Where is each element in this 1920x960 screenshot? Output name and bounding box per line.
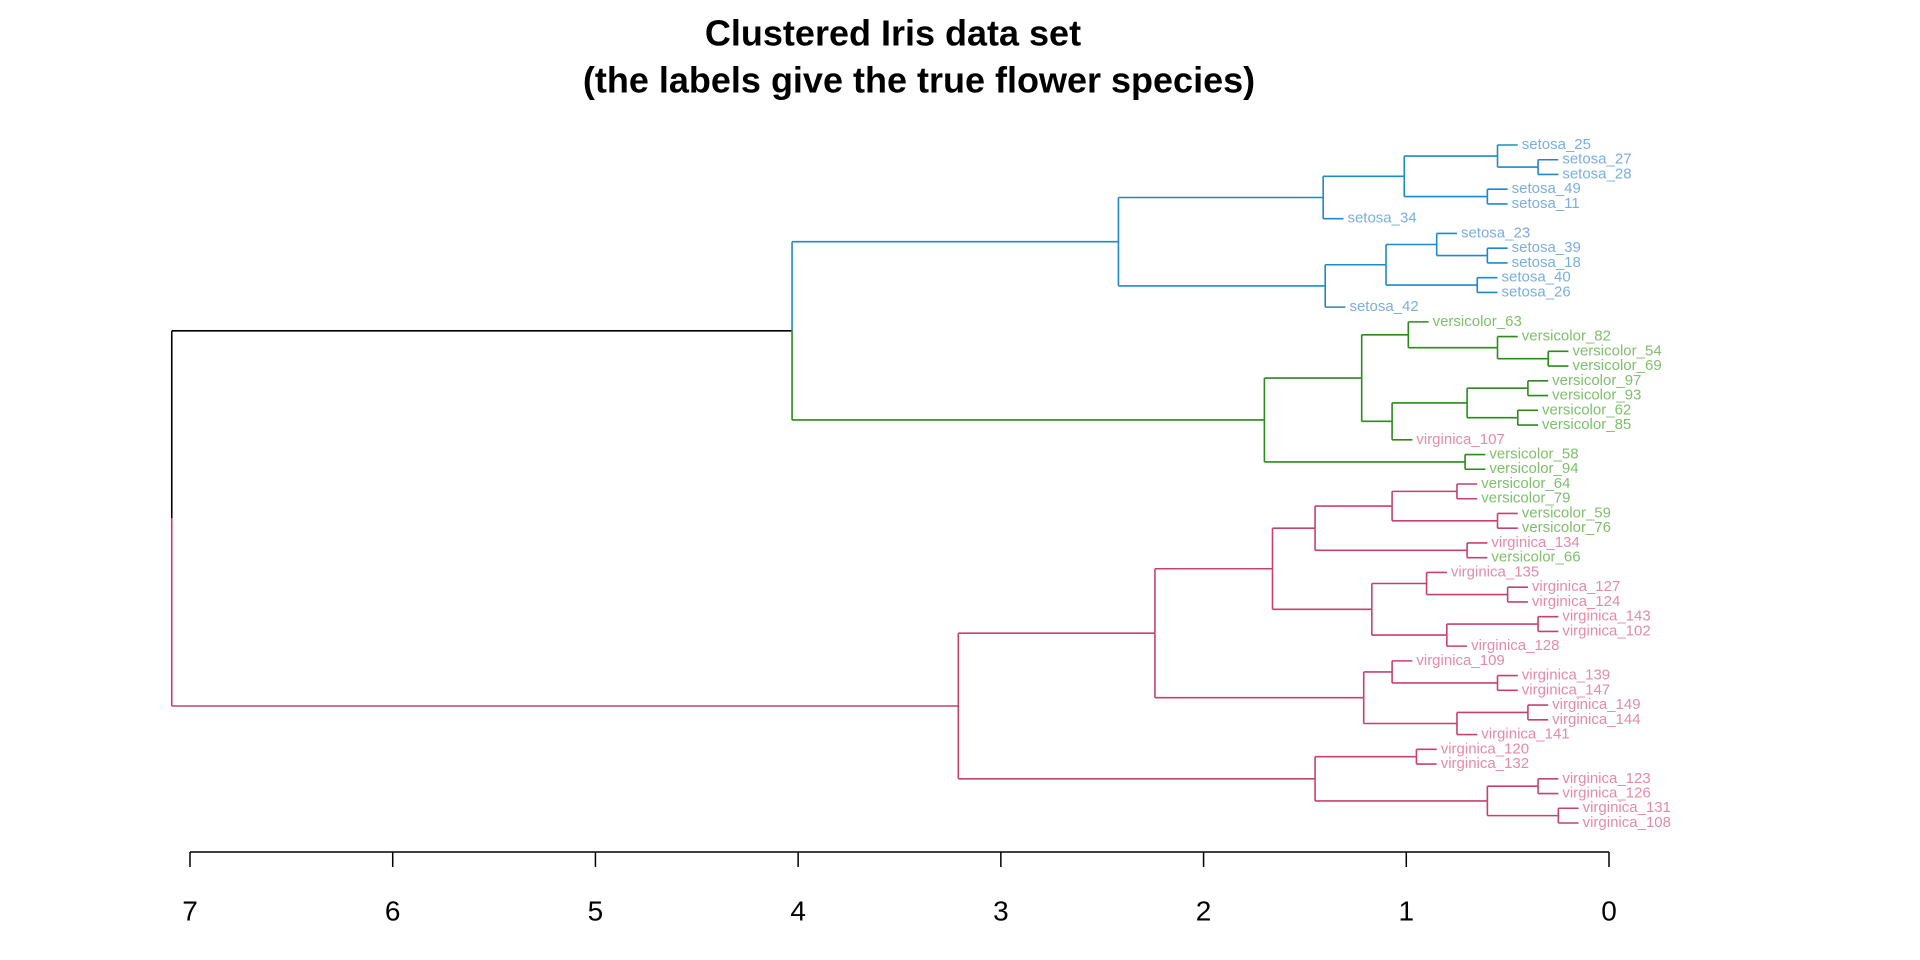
leaf-label: virginica_132 (1441, 755, 1529, 772)
leaf-label: versicolor_79 (1481, 490, 1570, 507)
leaf-label: virginica_149 (1552, 696, 1640, 713)
x-tick-label: 7 (182, 895, 198, 926)
leaf-label: versicolor_85 (1542, 416, 1631, 433)
leaf-label: virginica_102 (1562, 622, 1650, 639)
leaf-label: setosa_11 (1512, 195, 1580, 212)
leaf-label: setosa_26 (1502, 283, 1571, 300)
leaf-label: virginica_139 (1522, 667, 1610, 684)
leaf-label: versicolor_58 (1489, 445, 1578, 462)
leaf-label: setosa_39 (1512, 239, 1581, 256)
leaf-label: virginica_147 (1522, 681, 1610, 698)
leaf-label: setosa_42 (1349, 298, 1418, 315)
x-tick-label: 1 (1398, 895, 1414, 926)
leaf-label: versicolor_66 (1491, 549, 1580, 566)
leaf-label: virginica_143 (1562, 608, 1650, 625)
leaf-label: setosa_34 (1347, 210, 1416, 227)
x-tick-label: 3 (993, 895, 1009, 926)
leaf-label: versicolor_54 (1572, 342, 1661, 359)
leaf-label: virginica_123 (1562, 770, 1650, 787)
x-tick-label: 4 (790, 895, 806, 926)
leaf-label: virginica_134 (1491, 534, 1579, 551)
x-tick-label: 5 (588, 895, 604, 926)
leaf-label: virginica_131 (1583, 799, 1671, 816)
leaf-label: virginica_127 (1532, 578, 1620, 595)
chart-subtitle: (the labels give the true flower species… (583, 60, 1255, 101)
leaf-label: setosa_27 (1562, 151, 1631, 168)
leaf-label: versicolor_69 (1572, 357, 1661, 374)
leaf-label: versicolor_59 (1522, 504, 1611, 521)
leaf-label: virginica_126 (1562, 784, 1650, 801)
leaf-label: setosa_28 (1562, 165, 1631, 182)
leaf-label: virginica_124 (1532, 593, 1620, 610)
leaf-label: setosa_23 (1461, 224, 1530, 241)
leaf-label: setosa_18 (1512, 254, 1581, 271)
leaf-label: setosa_25 (1522, 136, 1591, 153)
leaf-label: virginica_120 (1441, 740, 1529, 757)
x-tick-label: 2 (1196, 895, 1212, 926)
x-tick-label: 0 (1601, 895, 1617, 926)
leaf-label: virginica_107 (1416, 431, 1504, 448)
leaf-label: virginica_109 (1416, 652, 1504, 669)
leaf-label: virginica_141 (1481, 726, 1569, 743)
leaf-label: virginica_135 (1451, 563, 1539, 580)
leaf-label: setosa_40 (1502, 269, 1571, 286)
x-tick-label: 6 (385, 895, 401, 926)
leaf-label: setosa_49 (1512, 180, 1581, 197)
leaf-label: versicolor_94 (1489, 460, 1578, 477)
leaf-label: versicolor_82 (1522, 328, 1611, 345)
leaf-label: versicolor_62 (1542, 401, 1631, 418)
leaf-label: virginica_144 (1552, 711, 1640, 728)
leaf-label: versicolor_63 (1433, 313, 1522, 330)
leaf-label: virginica_128 (1471, 637, 1559, 654)
leaf-label: versicolor_64 (1481, 475, 1570, 492)
leaf-label: versicolor_76 (1522, 519, 1611, 536)
leaf-label: virginica_108 (1583, 814, 1671, 831)
leaf-label: versicolor_93 (1552, 387, 1641, 404)
chart-title: Clustered Iris data set (705, 13, 1081, 54)
leaf-label: versicolor_97 (1552, 372, 1641, 389)
